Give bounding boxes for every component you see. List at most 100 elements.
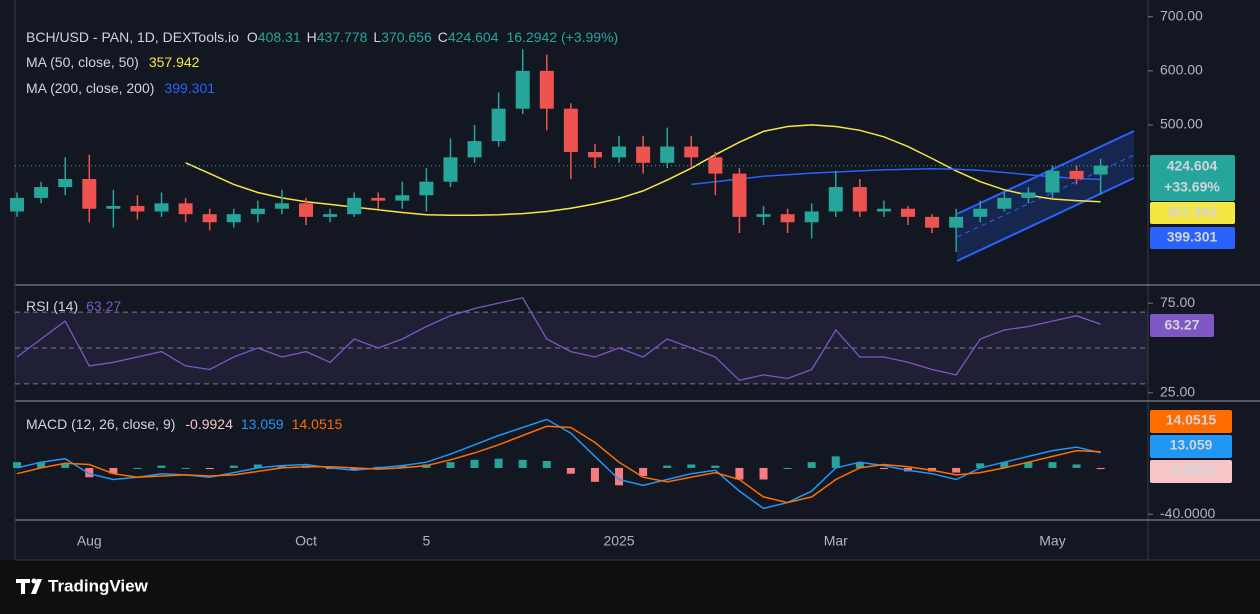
histogram-bar — [1096, 467, 1105, 470]
histogram-bar — [590, 467, 599, 482]
histogram-bar — [807, 462, 816, 468]
candle-body — [347, 197, 362, 215]
candle-body — [467, 141, 482, 158]
candle-body — [491, 108, 506, 142]
legend-main: BCH/USD - PAN, 1D, DEXTools.io O408.31 H43… — [26, 29, 618, 45]
legend-ma: MA (200, close, 200) 399.301 — [26, 80, 215, 96]
candle-body — [804, 211, 819, 223]
ohlc-value: 437.778 — [317, 29, 368, 45]
candle-body — [539, 70, 554, 109]
candle-body — [130, 206, 145, 212]
histogram-bar — [446, 462, 455, 468]
histogram-bar — [253, 464, 262, 468]
histogram-bar — [133, 467, 142, 469]
rsi-value: 63.27 — [86, 298, 121, 314]
price-badge-value: 424.604 — [1167, 158, 1218, 174]
candle-body — [612, 146, 627, 158]
line — [16, 425, 1101, 504]
ma-badge — [1150, 202, 1235, 224]
macd-name: MACD (12, 26, close, 9) — [26, 416, 175, 432]
candle-body — [1093, 165, 1108, 175]
histogram-bar — [37, 462, 46, 468]
y-tick-label: 500.00 — [1160, 116, 1203, 132]
brand: TradingView — [48, 576, 149, 595]
line — [691, 167, 1101, 186]
rsi-band — [15, 312, 1148, 384]
histogram-bar — [759, 467, 768, 480]
ma-name: MA (200, close, 200) — [26, 80, 154, 96]
macd-badge — [1150, 460, 1232, 483]
histogram-bar — [85, 467, 94, 478]
histogram-bar — [1000, 462, 1009, 468]
histogram-bar — [783, 467, 792, 469]
ohlc-label: L — [373, 29, 381, 45]
ohlc-value: 370.656 — [381, 29, 432, 45]
macd-badge-value: 14.0515 — [1166, 412, 1217, 428]
histogram-bar — [639, 467, 648, 477]
price-badge-change: +33.69% — [1164, 179, 1220, 195]
ma-value: 399.301 — [164, 80, 215, 96]
legend-rsi: RSI (14) 63.27 — [26, 298, 121, 314]
histogram-bar — [615, 467, 624, 486]
candle-body — [636, 146, 651, 163]
candle-body — [82, 179, 97, 209]
x-tick-label: May — [1039, 533, 1065, 549]
ohlc-label: H — [307, 29, 317, 45]
x-tick-label: 5 — [423, 533, 431, 549]
candle-body — [732, 173, 747, 217]
rsi-badge — [1150, 314, 1214, 337]
candle-body — [997, 197, 1012, 209]
legend-macd: MACD (12, 26, close, 9) -0.9924 13.059 14.0… — [26, 416, 343, 432]
histogram-bar — [494, 458, 503, 468]
candle-body — [274, 203, 289, 209]
macd-badge-value: 13.059 — [1170, 437, 1213, 453]
candle-body — [106, 206, 121, 209]
channel-fill — [957, 131, 1134, 261]
ohlc-label: O — [247, 29, 258, 45]
histogram-bar — [831, 456, 840, 468]
ma-badge-value: 399.301 — [1167, 229, 1218, 245]
change: 16.2942 (+3.99%) — [507, 29, 619, 45]
candle-body — [226, 214, 241, 223]
y-tick-label: 75.00 — [1160, 294, 1195, 310]
candle-body — [395, 195, 410, 201]
ma-badge-value: 357.942 — [1167, 204, 1218, 220]
candle-body — [780, 214, 795, 223]
histogram-bar — [277, 465, 286, 468]
candle-body — [250, 208, 265, 215]
histogram-bar — [205, 467, 214, 470]
candle-body — [323, 214, 338, 217]
line — [16, 297, 1101, 382]
histogram-bar — [109, 467, 118, 474]
candle-body — [515, 70, 530, 109]
ma-name: MA (50, close, 50) — [26, 54, 139, 70]
macd-hist-value: -0.9924 — [185, 416, 233, 432]
histogram-bar — [976, 463, 985, 468]
y-tick-label: -40.0000 — [1160, 505, 1215, 521]
legend-ma: MA (50, close, 50) 357.942 — [26, 54, 200, 70]
candle-body — [756, 214, 771, 217]
x-tick-label: Oct — [295, 533, 317, 549]
histogram-bar — [952, 467, 961, 473]
candle-body — [419, 181, 434, 196]
candle-body — [202, 214, 217, 223]
candle-body — [587, 151, 602, 158]
candle-body — [684, 146, 699, 158]
histogram-bar — [879, 467, 888, 470]
macd-value: 14.0515 — [292, 416, 343, 432]
macd-badge-value: -0.9924 — [1167, 462, 1215, 478]
rsi-name: RSI (14) — [26, 298, 78, 314]
price-badge — [1150, 155, 1235, 201]
candle-body — [10, 197, 25, 212]
ohlc-value: 408.31 — [258, 29, 301, 45]
histogram-bar — [711, 465, 720, 468]
ma-badge — [1150, 227, 1235, 249]
histogram-bar — [1048, 462, 1057, 468]
candle-body — [34, 187, 49, 198]
footer — [0, 560, 1260, 614]
macd-value: 13.059 — [241, 416, 284, 432]
ma-value: 357.942 — [149, 54, 200, 70]
histogram-bar — [1072, 464, 1081, 468]
